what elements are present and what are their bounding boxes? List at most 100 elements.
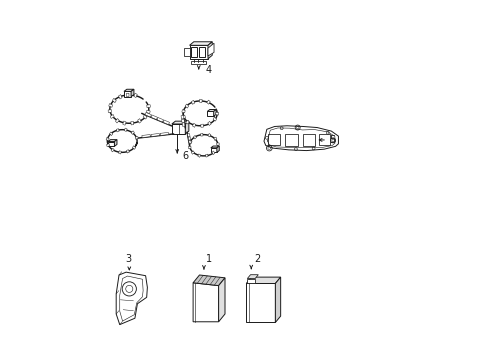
- Bar: [303, 134, 315, 145]
- Polygon shape: [247, 279, 255, 283]
- Text: 1: 1: [205, 255, 212, 264]
- Polygon shape: [216, 146, 219, 152]
- Polygon shape: [246, 283, 275, 323]
- Polygon shape: [264, 126, 338, 150]
- Polygon shape: [110, 114, 114, 118]
- Text: 4: 4: [205, 65, 212, 75]
- Polygon shape: [207, 134, 210, 137]
- Polygon shape: [187, 134, 190, 137]
- Polygon shape: [124, 89, 134, 91]
- Polygon shape: [207, 111, 213, 116]
- Polygon shape: [213, 137, 217, 140]
- Polygon shape: [146, 110, 150, 113]
- Polygon shape: [108, 141, 114, 146]
- Polygon shape: [163, 120, 169, 125]
- Polygon shape: [189, 140, 192, 143]
- Polygon shape: [218, 278, 224, 322]
- Polygon shape: [211, 151, 215, 154]
- Polygon shape: [142, 135, 150, 138]
- Polygon shape: [122, 121, 126, 125]
- Text: 3: 3: [125, 254, 131, 264]
- Polygon shape: [215, 112, 218, 115]
- Polygon shape: [182, 116, 185, 118]
- Polygon shape: [181, 115, 183, 119]
- Polygon shape: [118, 95, 122, 99]
- Polygon shape: [246, 277, 280, 283]
- Polygon shape: [135, 136, 138, 139]
- Polygon shape: [205, 154, 207, 157]
- Polygon shape: [191, 151, 194, 154]
- Polygon shape: [206, 100, 210, 104]
- Polygon shape: [210, 148, 216, 152]
- Bar: [199, 47, 205, 57]
- Polygon shape: [213, 109, 216, 116]
- Polygon shape: [188, 146, 191, 149]
- Polygon shape: [116, 129, 119, 132]
- Polygon shape: [189, 42, 212, 45]
- Polygon shape: [124, 128, 127, 131]
- Polygon shape: [131, 89, 134, 97]
- Polygon shape: [160, 132, 168, 135]
- Polygon shape: [182, 110, 185, 113]
- Polygon shape: [120, 276, 143, 321]
- Polygon shape: [185, 121, 188, 134]
- Polygon shape: [207, 43, 214, 56]
- Polygon shape: [145, 112, 151, 117]
- Polygon shape: [188, 137, 190, 140]
- Polygon shape: [132, 146, 135, 149]
- Polygon shape: [124, 91, 131, 97]
- Bar: [285, 134, 297, 145]
- Polygon shape: [210, 146, 219, 148]
- Polygon shape: [171, 121, 188, 124]
- Polygon shape: [143, 115, 147, 119]
- Polygon shape: [157, 117, 163, 122]
- Polygon shape: [191, 100, 194, 104]
- Polygon shape: [126, 150, 129, 153]
- Polygon shape: [134, 93, 137, 98]
- Polygon shape: [207, 109, 216, 111]
- Text: 6: 6: [182, 151, 188, 161]
- Polygon shape: [138, 119, 141, 123]
- Polygon shape: [108, 110, 111, 112]
- Bar: [191, 47, 197, 57]
- Text: 2: 2: [254, 254, 260, 264]
- Polygon shape: [131, 131, 134, 134]
- Polygon shape: [200, 133, 203, 136]
- Polygon shape: [116, 272, 147, 325]
- Polygon shape: [192, 123, 195, 127]
- Polygon shape: [247, 275, 258, 279]
- Polygon shape: [193, 275, 224, 285]
- Polygon shape: [106, 138, 109, 140]
- Polygon shape: [185, 120, 189, 124]
- Polygon shape: [216, 143, 219, 145]
- Polygon shape: [131, 121, 133, 125]
- Polygon shape: [181, 119, 184, 123]
- Text: 5: 5: [328, 135, 334, 145]
- Polygon shape: [119, 151, 121, 154]
- Polygon shape: [171, 124, 185, 134]
- Bar: [268, 134, 279, 145]
- Polygon shape: [111, 148, 114, 152]
- Polygon shape: [275, 277, 280, 323]
- Polygon shape: [151, 134, 159, 136]
- Polygon shape: [109, 132, 113, 135]
- Polygon shape: [193, 135, 196, 139]
- Polygon shape: [185, 104, 188, 108]
- Polygon shape: [182, 123, 184, 126]
- Bar: [318, 134, 329, 145]
- Polygon shape: [112, 98, 116, 103]
- Polygon shape: [188, 140, 191, 144]
- Polygon shape: [114, 140, 117, 146]
- Polygon shape: [184, 48, 189, 56]
- Bar: [191, 60, 205, 64]
- Polygon shape: [146, 105, 150, 108]
- Polygon shape: [198, 154, 200, 157]
- Polygon shape: [201, 124, 203, 127]
- Polygon shape: [207, 121, 211, 126]
- Polygon shape: [106, 144, 109, 147]
- Polygon shape: [126, 93, 129, 97]
- Polygon shape: [199, 99, 202, 103]
- Polygon shape: [189, 45, 207, 59]
- Polygon shape: [108, 104, 112, 107]
- Polygon shape: [151, 115, 157, 120]
